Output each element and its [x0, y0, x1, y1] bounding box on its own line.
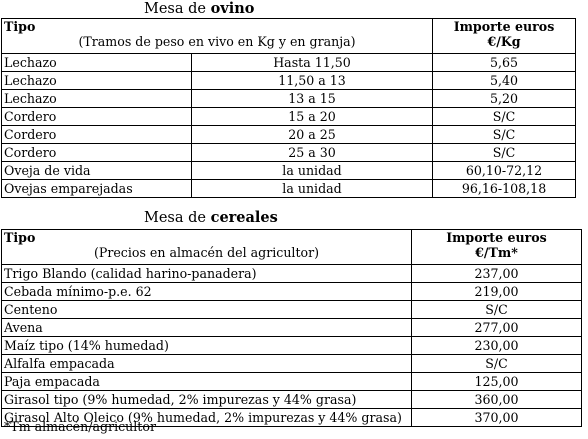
tramo-cell: 25 a 30: [190, 143, 434, 162]
tipo-cell: Girasol tipo (9% humedad, 2% impurezas y…: [1, 390, 412, 409]
cereales-header-importe-cell: Importe euros €/Tm*: [411, 229, 582, 265]
ovino-section-title: Mesa de ovino: [144, 0, 255, 17]
table-row: Girasol Alto Oleico (9% humedad, 2% impu…: [1, 408, 582, 427]
cereales-section-title: Mesa de cereales: [144, 209, 278, 226]
tramo-cell: la unidad: [190, 179, 434, 198]
tipo-cell: Oveja de vida: [1, 161, 192, 180]
importe-cell: 5,65: [432, 53, 577, 72]
cereales-header-tipo: Tipo: [4, 230, 36, 246]
importe-cell: 230,00: [411, 336, 582, 355]
ovino-header-importe-cell: Importe euros €/Kg: [432, 18, 577, 54]
cereales-header-tipo-cell: Tipo (Precios en almacén del agricultor): [1, 229, 412, 265]
table-row: Cordero 20 a 25 S/C: [1, 125, 577, 144]
cereales-header-importe-line1: Importe euros: [446, 230, 547, 246]
footnote: *Tm almacén/agricultor: [4, 419, 156, 434]
importe-cell: 219,00: [411, 282, 582, 301]
tipo-cell: Alfalfa empacada: [1, 354, 412, 373]
importe-cell: 5,20: [432, 89, 577, 108]
importe-cell: 277,00: [411, 318, 582, 337]
table-row: Lechazo 11,50 a 13 5,40: [1, 71, 577, 90]
importe-cell: 370,00: [411, 408, 582, 427]
tipo-cell: Girasol Alto Oleico (9% humedad, 2% impu…: [1, 408, 412, 427]
importe-cell: 5,40: [432, 71, 577, 90]
tramo-cell: 11,50 a 13: [190, 71, 434, 90]
table-row: Centeno S/C: [1, 300, 582, 319]
table-row: Lechazo 13 a 15 5,20: [1, 89, 577, 108]
importe-cell: 60,10-72,12: [432, 161, 577, 180]
tipo-cell: Centeno: [1, 300, 412, 319]
importe-cell: S/C: [432, 107, 577, 126]
tipo-cell: Cordero: [1, 143, 192, 162]
table-row: Girasol tipo (9% humedad, 2% impurezas y…: [1, 390, 582, 409]
tipo-cell: Lechazo: [1, 71, 192, 90]
tipo-cell: Avena: [1, 318, 412, 337]
cereales-header-subtitle: (Precios en almacén del agricultor): [93, 245, 320, 260]
tipo-cell: Paja empacada: [1, 372, 412, 391]
tipo-cell: Cordero: [1, 125, 192, 144]
ovino-header-tipo: Tipo: [4, 19, 36, 35]
tramo-cell: 13 a 15: [190, 89, 434, 108]
tipo-cell: Trigo Blando (calidad harino-panadera): [1, 264, 412, 283]
tipo-cell: Cordero: [1, 107, 192, 126]
table-row: Oveja de vida la unidad 60,10-72,12: [1, 161, 577, 180]
ovino-table: Tipo (Tramos de peso en vivo en Kg y en …: [0, 18, 577, 198]
ovino-header-tipo-cell: Tipo (Tramos de peso en vivo en Kg y en …: [0, 18, 434, 54]
tramo-cell: la unidad: [190, 161, 434, 180]
table-row: Avena 277,00: [1, 318, 582, 337]
importe-cell: 125,00: [411, 372, 582, 391]
importe-cell: S/C: [411, 300, 582, 319]
table-row: Trigo Blando (calidad harino-panadera) 23…: [1, 264, 582, 283]
ovino-header-importe-line2: €/Kg: [487, 34, 521, 49]
ovino-header-subtitle: (Tramos de peso en vivo en Kg y en granj…: [78, 34, 356, 49]
cereales-table-body: Trigo Blando (calidad harino-panadera) 23…: [1, 264, 582, 427]
tipo-cell: Lechazo: [1, 53, 192, 72]
tipo-cell: Lechazo: [1, 89, 192, 108]
tramo-cell: 15 a 20: [190, 107, 434, 126]
importe-cell: 360,00: [411, 390, 582, 409]
cereales-header-importe-line2: €/Tm*: [475, 245, 518, 260]
ovino-header-row: Tipo (Tramos de peso en vivo en Kg y en …: [0, 18, 577, 54]
tramo-cell: Hasta 11,50: [190, 53, 434, 72]
tipo-cell: Ovejas emparejadas: [1, 179, 192, 198]
ovino-table-body: Lechazo Hasta 11,50 5,65 Lechazo 11,50 a 13 5…: [1, 53, 577, 198]
cereales-table: Tipo (Precios en almacén del agricultor)…: [1, 229, 582, 427]
cereales-header-row: Tipo (Precios en almacén del agricultor)…: [1, 229, 582, 265]
importe-cell: 96,16-108,18: [432, 179, 577, 198]
table-row: Maíz tipo (14% humedad) 230,00: [1, 336, 582, 355]
tipo-cell: Cebada mínimo-p.e. 62: [1, 282, 412, 301]
table-row: Ovejas emparejadas la unidad 96,16-108,18: [1, 179, 577, 198]
importe-cell: S/C: [411, 354, 582, 373]
table-row: Lechazo Hasta 11,50 5,65: [1, 53, 577, 72]
importe-cell: S/C: [432, 143, 577, 162]
importe-cell: S/C: [432, 125, 577, 144]
table-row: Paja empacada 125,00: [1, 372, 582, 391]
ovino-header-importe-line1: Importe euros: [453, 19, 555, 35]
table-row: Cordero 25 a 30 S/C: [1, 143, 577, 162]
table-row: Cordero 15 a 20 S/C: [1, 107, 577, 126]
table-row: Alfalfa empacada S/C: [1, 354, 582, 373]
table-row: Cebada mínimo-p.e. 62 219,00: [1, 282, 582, 301]
tipo-cell: Maíz tipo (14% humedad): [1, 336, 412, 355]
tramo-cell: 20 a 25: [190, 125, 434, 144]
importe-cell: 237,00: [411, 264, 582, 283]
